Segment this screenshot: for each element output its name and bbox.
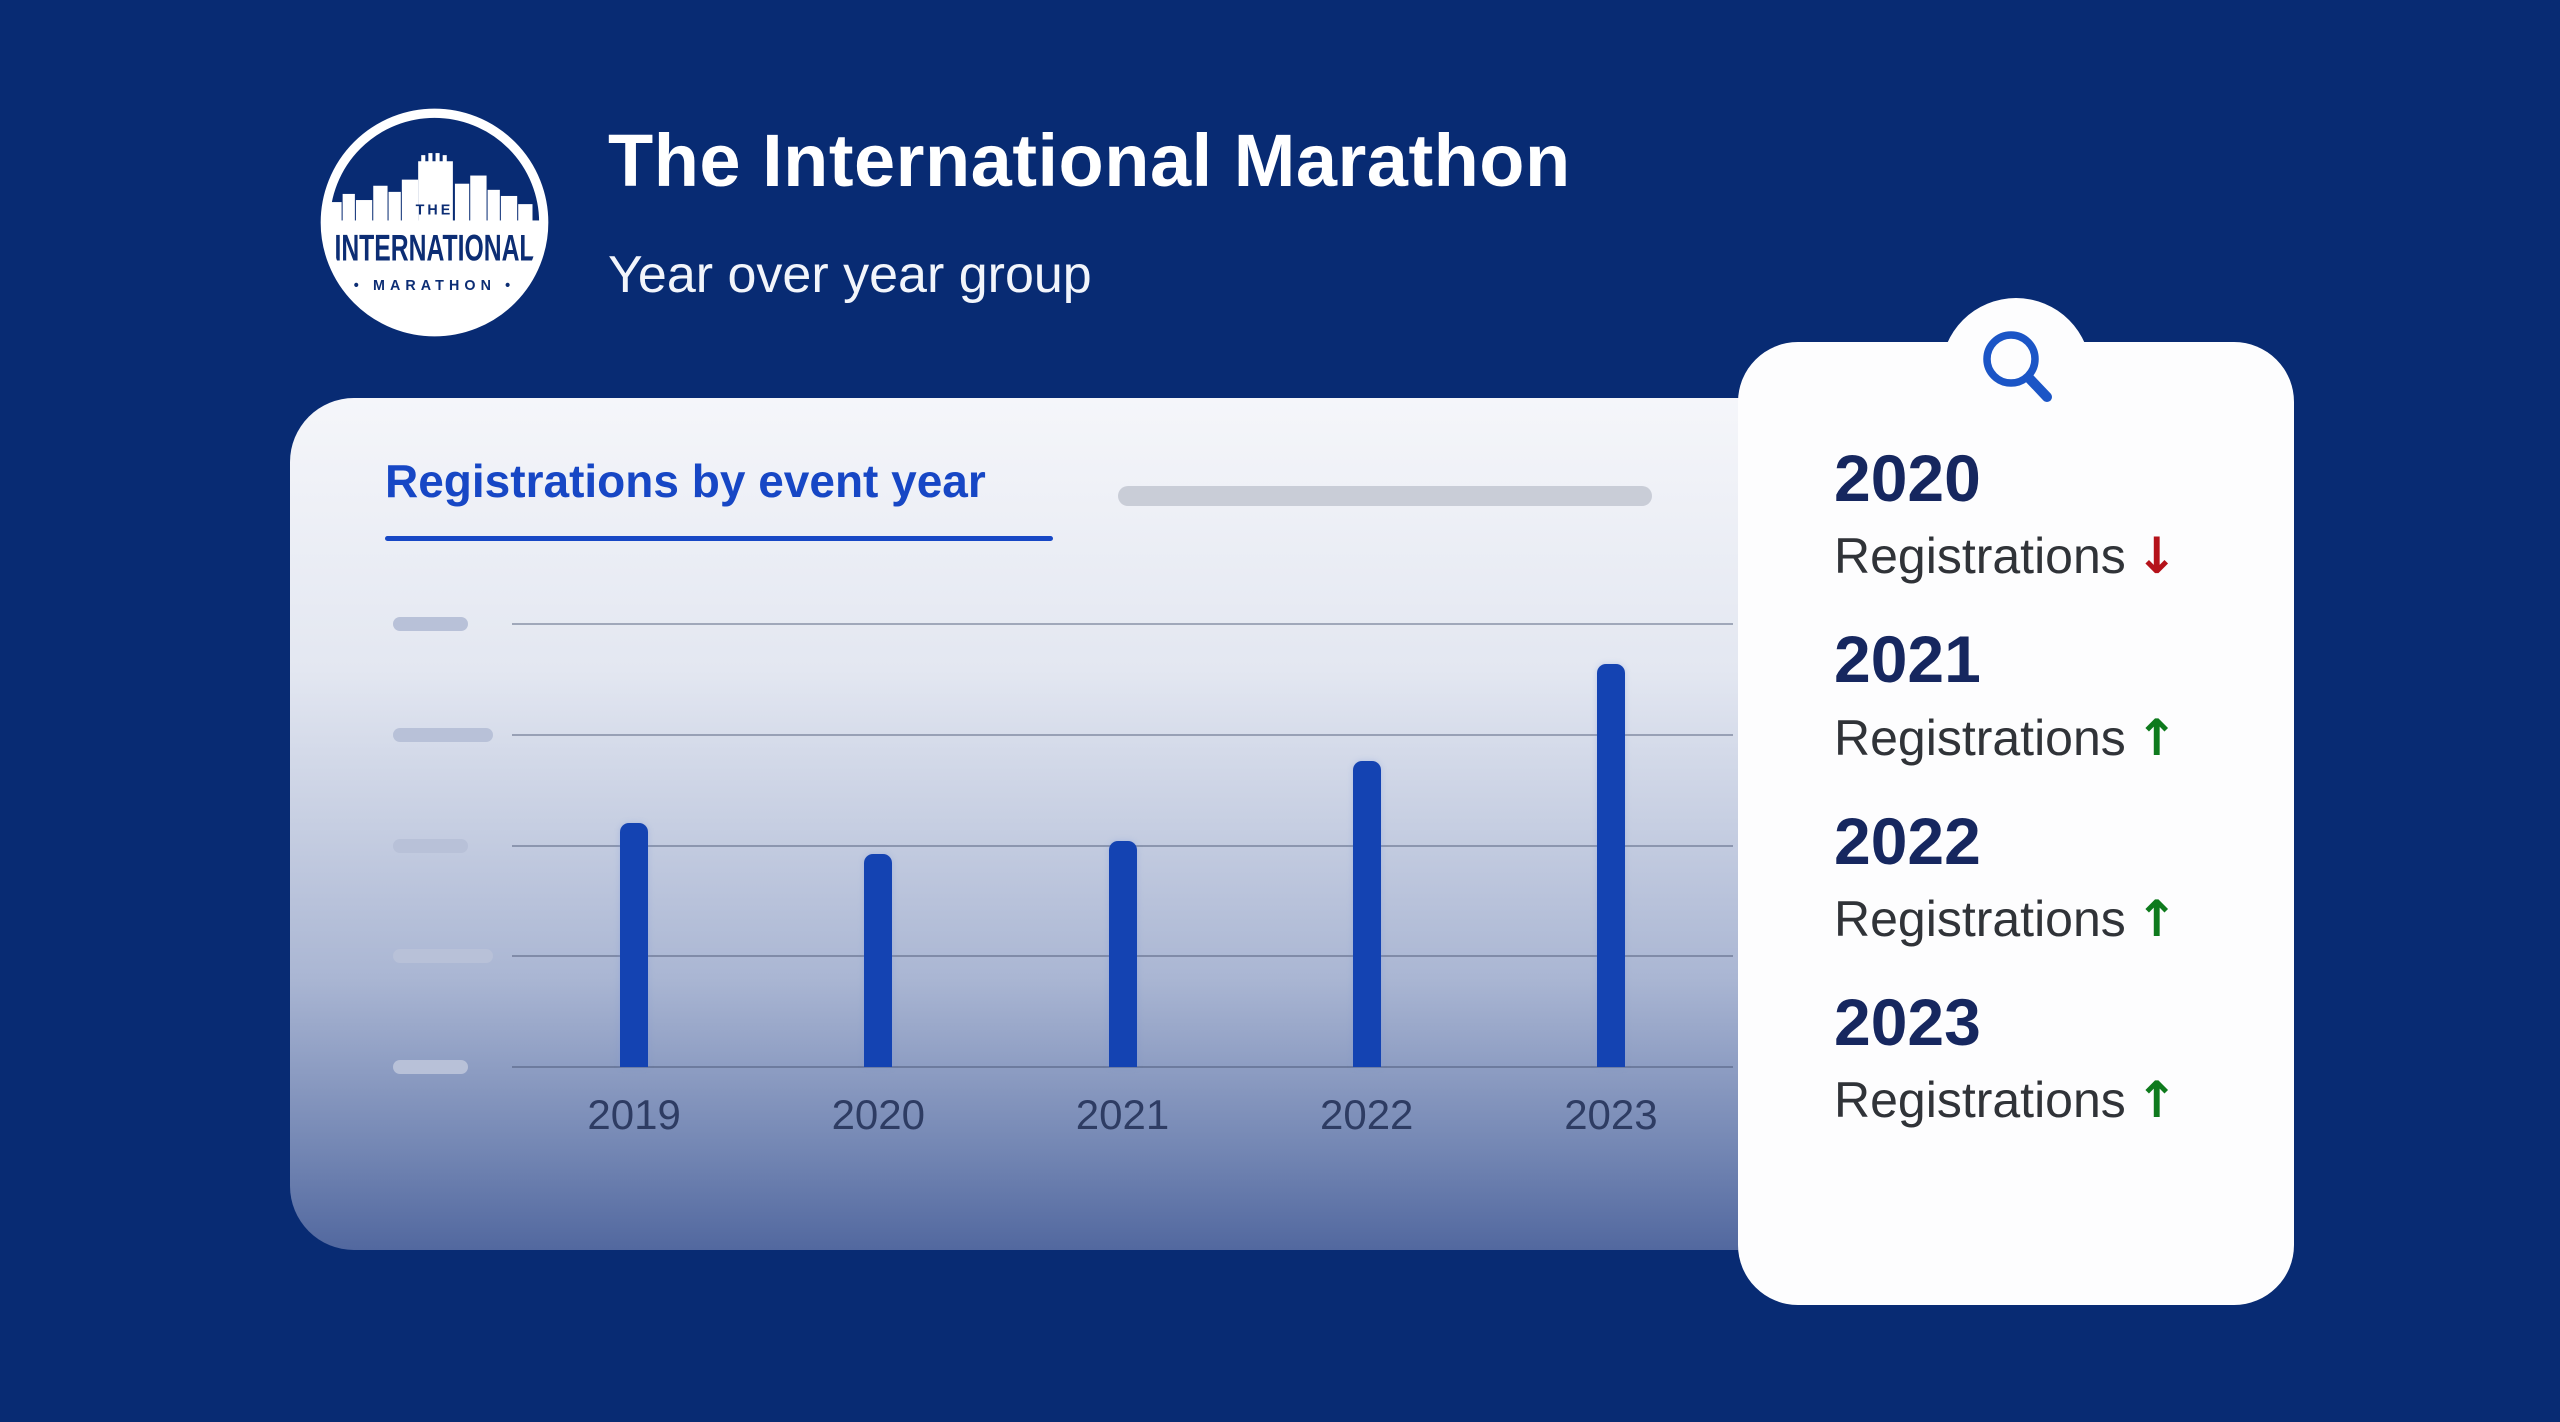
y-axis-tick-pill bbox=[393, 728, 493, 742]
list-item-2021[interactable]: 2021 Registrations ↑ bbox=[1834, 622, 2294, 767]
logo-text-the: THE bbox=[416, 202, 454, 218]
logo-text-marathon: • MARATHON • bbox=[354, 278, 515, 294]
x-axis-label-2019: 2019 bbox=[587, 1091, 681, 1138]
item-year: 2023 bbox=[1834, 984, 1981, 1059]
year-summary-card: 2020 Registrations ↓ 2021 Registrations ↑ … bbox=[1738, 298, 2294, 1305]
gridline bbox=[512, 734, 1733, 736]
item-label: Registrations bbox=[1834, 709, 2126, 766]
bar-2022 bbox=[1352, 761, 1381, 1067]
list-item-2022[interactable]: 2022 Registrations ↑ bbox=[1834, 803, 2294, 948]
y-axis-tick-pill bbox=[393, 1060, 468, 1074]
registrations-chart-panel: Registrations by event year 2019 2020 20… bbox=[290, 398, 1850, 1250]
gridline-row bbox=[393, 617, 1733, 631]
x-axis-label-2023: 2023 bbox=[1564, 1091, 1658, 1138]
marathon-logo: THE INTERNATIONAL • MARATHON • bbox=[312, 100, 557, 345]
item-year: 2020 bbox=[1834, 441, 1981, 515]
x-axis-label-2020: 2020 bbox=[831, 1091, 926, 1138]
item-label: Registrations bbox=[1834, 1072, 2126, 1129]
x-axis-labels: 2019 2020 2021 2022 2023 bbox=[512, 1091, 1733, 1139]
item-label: Registrations bbox=[1834, 890, 2126, 947]
bar-2020 bbox=[864, 854, 893, 1067]
gridline bbox=[512, 623, 1733, 625]
bar-chart bbox=[512, 624, 1733, 1067]
year-summary-list: 2020 Registrations ↓ 2021 Registrations ↑ … bbox=[1738, 342, 2294, 1129]
item-year: 2021 bbox=[1834, 622, 1981, 697]
tab-registrations-by-event-year[interactable]: Registrations by event year bbox=[385, 455, 986, 507]
page-title: The International Marathon bbox=[608, 119, 1571, 202]
y-axis-tick-pill bbox=[393, 617, 468, 631]
placeholder-pill bbox=[1118, 486, 1652, 506]
list-item-2023[interactable]: 2023 Registrations ↑ bbox=[1834, 984, 2294, 1130]
bar-2021 bbox=[1108, 841, 1137, 1067]
logo-text-international: INTERNATIONAL bbox=[334, 227, 534, 268]
search-bump[interactable] bbox=[1941, 298, 2091, 448]
marathon-logo-icon: THE INTERNATIONAL • MARATHON • bbox=[320, 108, 549, 337]
list-item-2020[interactable]: 2020 Registrations ↓ bbox=[1834, 441, 2294, 586]
trend-up-icon: ↑ bbox=[2135, 708, 2178, 767]
item-label: Registrations bbox=[1834, 528, 2126, 585]
x-axis-label-2021: 2021 bbox=[1075, 1091, 1170, 1138]
page-subtitle: Year over year group bbox=[608, 246, 1092, 304]
x-axis-label-2022: 2022 bbox=[1319, 1091, 1414, 1138]
item-year: 2022 bbox=[1834, 803, 1981, 878]
gridline bbox=[512, 1066, 1733, 1068]
y-axis-tick-pill bbox=[393, 839, 468, 853]
search-icon[interactable] bbox=[1941, 298, 2091, 448]
bar-2023 bbox=[1596, 663, 1625, 1067]
trend-down-icon: ↓ bbox=[2135, 527, 2178, 586]
trend-up-icon: ↑ bbox=[2135, 889, 2178, 948]
bar-2019 bbox=[620, 823, 649, 1067]
gridline-row bbox=[393, 1060, 1733, 1074]
y-axis-tick-pill bbox=[393, 949, 493, 963]
active-tab-underline bbox=[385, 536, 1053, 541]
gridline-row bbox=[393, 728, 1733, 742]
trend-up-icon: ↑ bbox=[2135, 1071, 2178, 1130]
